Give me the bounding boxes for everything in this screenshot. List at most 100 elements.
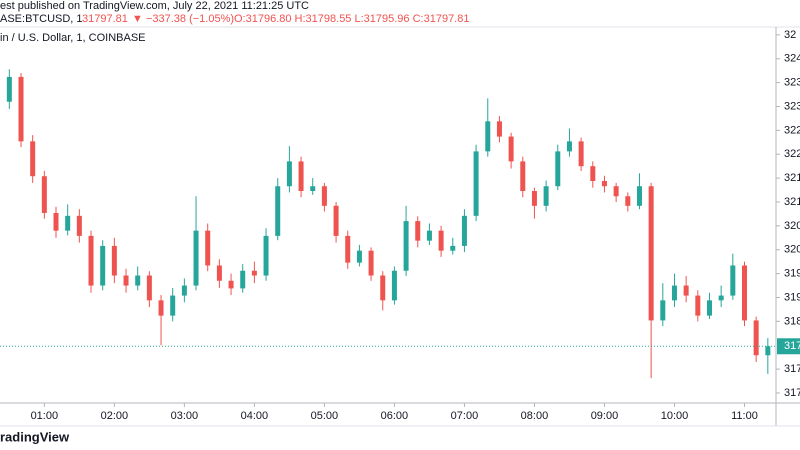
candle-body (356, 250, 362, 263)
candle-body (193, 230, 199, 286)
candle-body (636, 186, 642, 206)
candle-body (135, 275, 141, 286)
legend-title: in / U.S. Dollar, 1, COINBASE (0, 32, 146, 44)
last-price-tag (777, 338, 800, 355)
x-tick-label: 06:00 (381, 410, 409, 422)
candle-body (671, 285, 677, 301)
candle-body (88, 235, 94, 286)
candle-body (531, 191, 537, 206)
ohlc: O:31796.80 H:31798.55 L:31795.96 C:31797… (234, 13, 469, 25)
x-tick-label: 10:00 (661, 410, 689, 422)
y-tick-label: 32 (784, 29, 796, 41)
candle-body (275, 186, 281, 236)
candle-body (578, 141, 584, 167)
candle-body (496, 121, 502, 137)
y-tick-label: 321 (784, 172, 800, 184)
candle-body (228, 280, 234, 289)
candle-body (601, 180, 607, 187)
candle-body (205, 230, 211, 266)
y-tick-label: 320 (784, 244, 800, 256)
candle-body (741, 265, 747, 321)
y-tick-label: 319 (784, 268, 800, 280)
y-tick-label: 322 (784, 124, 800, 136)
candle-body (753, 320, 759, 356)
candle-body (566, 141, 572, 152)
candle-body (555, 151, 561, 187)
quote: 31797.81 (82, 13, 128, 25)
x-tick-label: 04:00 (241, 410, 269, 422)
candle-body (706, 300, 712, 316)
x-tick-label: 01:00 (31, 410, 59, 422)
candle-body (286, 161, 292, 187)
candle-body (415, 221, 421, 241)
candle-body (543, 186, 549, 206)
candle-body (251, 270, 257, 276)
candle-body (100, 245, 106, 286)
candle-body (240, 270, 246, 289)
y-tick-label: 322 (784, 148, 800, 160)
x-tick-label: 05:00 (311, 410, 339, 422)
candle-body (520, 161, 526, 192)
candle-body (473, 151, 479, 216)
y-tick-label: 324 (784, 53, 800, 65)
candle-body (298, 161, 304, 192)
candle-body (450, 245, 456, 251)
candle-body (6, 76, 12, 102)
candle-body (321, 186, 327, 206)
candle-body (263, 235, 269, 276)
candle-body (613, 186, 619, 197)
candle-body (76, 215, 82, 236)
candle-body (718, 295, 724, 301)
y-tick-label: 318 (784, 315, 800, 327)
candle-body (368, 250, 374, 276)
candle-body (695, 295, 701, 316)
candle-body (53, 212, 59, 231)
candle-body (461, 215, 467, 246)
candle-body (30, 141, 36, 177)
x-tick-label: 02:00 (101, 410, 129, 422)
change: ▼ −337.38 (−1.05%) (132, 13, 234, 25)
candle-body (485, 121, 491, 152)
candle-body (683, 285, 689, 296)
candle-body (345, 235, 351, 263)
candle-body (403, 221, 409, 271)
last-price-label: 317 (784, 340, 800, 352)
candle-body (765, 346, 771, 356)
candle-body (111, 245, 117, 276)
x-tick-label: 08:00 (521, 410, 549, 422)
candle-body (391, 270, 397, 301)
candle-body (170, 295, 176, 316)
y-tick-label: 317 (784, 387, 800, 399)
candle-body (426, 230, 432, 241)
y-tick-label: 320 (784, 220, 800, 232)
symbol: ASE:BTCUSD, 1 (0, 13, 83, 25)
candle-body (660, 300, 666, 321)
y-tick-label: 323 (784, 100, 800, 112)
x-tick-label: 07:00 (451, 410, 479, 422)
candle-body (648, 186, 654, 321)
candle-body (146, 275, 152, 301)
x-tick-label: 03:00 (171, 410, 199, 422)
candle-body (730, 265, 736, 296)
y-tick-label: 319 (784, 291, 800, 303)
y-tick-label: 317 (784, 363, 800, 375)
candle-body (181, 285, 187, 296)
candle-body (625, 196, 631, 206)
candle-body (333, 205, 339, 236)
candle-body (158, 300, 164, 316)
published-line: est published on TradingView.com, July 2… (0, 0, 309, 12)
x-tick-label: 09:00 (591, 410, 619, 422)
x-tick-label: 11:00 (731, 410, 758, 422)
candle-body (508, 136, 514, 162)
candle-body (65, 215, 71, 231)
candle-body (590, 166, 596, 181)
candle-body (123, 275, 129, 286)
candle-body (380, 275, 386, 301)
candle-body (438, 230, 444, 251)
y-tick-label: 323 (784, 77, 800, 89)
candle-body (41, 176, 47, 213)
candle-body (216, 265, 222, 281)
brand: radingView (0, 429, 70, 444)
